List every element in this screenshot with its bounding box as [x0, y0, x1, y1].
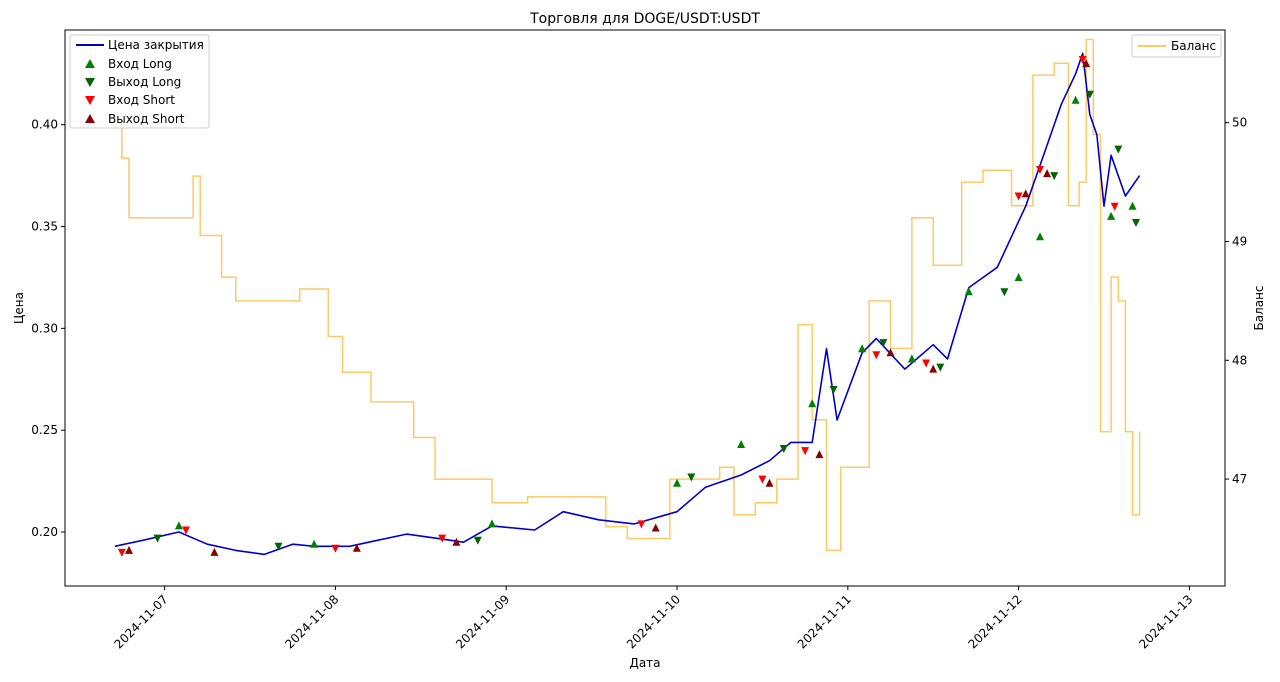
right-y-axis: 47 48 49 50 [1225, 116, 1247, 486]
left-y-tick-label: 0.30 [31, 321, 58, 335]
left-y-tick-label: 0.40 [31, 118, 58, 132]
long-entry-marker [858, 344, 867, 353]
long-exit-marker [1132, 219, 1140, 227]
long-exit-marker [274, 542, 283, 551]
right-y-tick-label: 49 [1232, 234, 1247, 248]
long-exit-marker [1114, 145, 1123, 154]
long-entry-marker [310, 539, 319, 548]
long-entry-marker [1036, 232, 1044, 241]
x-tick-label: 2024-11-08 [282, 592, 341, 651]
left-y-tick-label: 0.35 [31, 220, 58, 234]
long-exit-marker [829, 386, 838, 394]
short-exit-marker [815, 450, 824, 459]
long-entry-marker [1107, 211, 1116, 220]
short-entry-marker [331, 544, 340, 553]
x-tick-label: 2024-11-12 [966, 592, 1025, 651]
right-y-tick-label: 50 [1232, 116, 1247, 130]
plot-frame [64, 29, 1226, 587]
left-y-axis-title: Цена [12, 292, 26, 324]
right-y-tick-label: 48 [1232, 353, 1247, 367]
legend-long-entry-marker [85, 59, 95, 68]
short-entry-marker [182, 526, 190, 535]
long-entry-marker [808, 399, 817, 408]
x-axis-title: Дата [629, 656, 660, 670]
left-y-tick-label: 0.25 [31, 423, 58, 437]
short-entry-marker [1110, 202, 1119, 211]
long-entry-marker [907, 354, 916, 363]
balance-line [114, 38, 1141, 552]
right-y-tick-label: 47 [1232, 472, 1247, 486]
balance-series-layer [114, 38, 1141, 552]
long-exit-marker [687, 473, 696, 482]
short-entry-marker [922, 359, 931, 368]
short-exit-marker [352, 543, 361, 552]
long-exit-marker [779, 445, 788, 453]
x-tick-label: 2024-11-11 [795, 592, 854, 651]
chart-title: Торговля для DOGE/USDT:USDT [529, 11, 760, 27]
short-exit-marker [1021, 189, 1030, 198]
legend-short-exit-marker [85, 114, 95, 123]
legend-left-box [69, 34, 210, 129]
legend-long-entry-label: Вход Long [108, 57, 172, 71]
legend-left: Цена закрытия Вход Long Выход Long Вход … [69, 34, 210, 129]
long-exit-marker [879, 339, 888, 348]
long-entry-marker [673, 478, 681, 487]
legend-right-box [1131, 34, 1222, 58]
short-exit-marker [1043, 169, 1052, 178]
short-entry-marker [758, 475, 767, 484]
short-entry-marker [872, 351, 881, 360]
long-exit-marker [1085, 90, 1094, 99]
right-y-axis-title: Баланс [1252, 285, 1266, 330]
short-entry-marker [1078, 56, 1087, 64]
legend-short-exit-label: Выход Short [108, 112, 185, 126]
x-tick-label: 2024-11-10 [624, 592, 683, 651]
legend-right: Баланс [1131, 34, 1222, 58]
short-exit-marker [210, 547, 219, 556]
x-axis: 2024-11-07 2024-11-08 2024-11-09 2024-11-10… [112, 586, 1196, 651]
long-entry-marker [737, 440, 746, 448]
legend-price-label: Цена закрытия [108, 38, 204, 52]
x-tick-label: 2024-11-09 [453, 592, 512, 651]
short-exit-marker [929, 364, 938, 373]
short-entry-marker [637, 520, 646, 529]
trade-markers-layer [117, 56, 1140, 557]
left-y-tick-label: 0.20 [31, 525, 58, 539]
long-entry-marker [1014, 273, 1023, 281]
short-entry-marker [117, 548, 126, 557]
legend-balance-label: Баланс [1171, 39, 1216, 53]
short-entry-marker [1036, 166, 1044, 174]
long-entry-marker [1071, 95, 1080, 104]
legend-short-entry-marker [85, 96, 95, 105]
short-entry-marker [801, 447, 810, 456]
legend-long-exit-marker [85, 78, 95, 87]
long-entry-marker [1128, 201, 1137, 210]
x-tick-label: 2024-11-13 [1136, 592, 1195, 651]
short-exit-marker [765, 478, 774, 487]
short-entry-marker [1014, 192, 1023, 201]
short-exit-marker [651, 523, 660, 532]
long-exit-marker [1050, 172, 1059, 181]
short-exit-marker [886, 348, 895, 357]
price-series-layer [114, 52, 1141, 556]
long-exit-marker [1000, 288, 1009, 297]
long-entry-marker [964, 287, 973, 296]
short-exit-marker [125, 545, 133, 554]
long-entry-marker [488, 519, 496, 528]
long-exit-marker [936, 363, 945, 372]
legend-long-exit-label: Выход Long [108, 75, 181, 89]
short-entry-marker [438, 534, 447, 543]
legend-short-entry-label: Вход Short [108, 93, 175, 107]
short-exit-marker [452, 537, 461, 546]
long-exit-marker [473, 536, 482, 545]
short-exit-marker [1082, 59, 1091, 68]
x-tick-label: 2024-11-07 [112, 592, 171, 651]
long-exit-marker [153, 534, 162, 543]
left-y-axis: 0.20 0.25 0.30 0.35 0.40 [31, 118, 65, 539]
price-line [114, 52, 1141, 556]
long-entry-marker [174, 521, 183, 530]
